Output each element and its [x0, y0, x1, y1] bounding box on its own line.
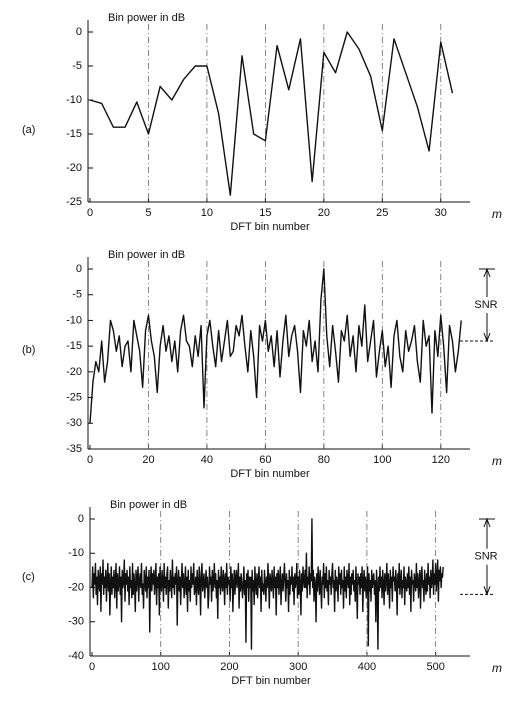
- y-tick-label: -10: [68, 547, 84, 559]
- x-symbol: m: [492, 207, 502, 221]
- x-tick-label: 100: [152, 661, 170, 673]
- y-tick-label: -25: [66, 196, 82, 208]
- y-tick-label: -20: [66, 162, 82, 174]
- y-tick-label: -30: [68, 616, 84, 628]
- panel-label: (b): [22, 344, 35, 356]
- panel-label: (c): [22, 571, 35, 583]
- x-tick-label: 400: [358, 661, 376, 673]
- y-tick-label: -15: [66, 340, 82, 352]
- x-tick-label: 300: [289, 661, 307, 673]
- y-tick-label: -30: [66, 417, 82, 429]
- x-tick-label: 500: [426, 661, 444, 673]
- x-tick-label: 0: [89, 661, 95, 673]
- x-tick-label: 30: [435, 207, 447, 219]
- snr-arrowhead: [483, 267, 491, 343]
- data-line: [91, 518, 444, 650]
- x-axis-title: DFT bin number: [231, 675, 311, 687]
- y-axis-title: Bin power in dB: [108, 12, 185, 24]
- y-tick-label: 0: [76, 26, 82, 38]
- x-tick-label: 100: [373, 454, 391, 466]
- x-tick-label: 60: [259, 454, 271, 466]
- y-tick-label: -20: [68, 581, 84, 593]
- snr-arrowhead: [483, 517, 491, 596]
- x-tick-label: 0: [87, 207, 93, 219]
- y-tick-label: -5: [72, 289, 82, 301]
- y-tick-label: 0: [76, 263, 82, 275]
- y-tick-label: 0: [78, 513, 84, 525]
- panel-label: (a): [22, 124, 35, 136]
- x-tick-label: 200: [220, 661, 238, 673]
- x-tick-label: 10: [201, 207, 213, 219]
- y-axis-title: Bin power in dB: [108, 249, 185, 261]
- y-tick-label: -10: [66, 94, 82, 106]
- x-tick-label: 80: [318, 454, 330, 466]
- y-tick-label: -5: [72, 60, 82, 72]
- snr-label-bg: [471, 297, 501, 313]
- snr-label: SNR: [474, 551, 497, 563]
- y-tick-label: -35: [66, 443, 82, 455]
- y-tick-label: -20: [66, 366, 82, 378]
- y-tick-label: -10: [66, 314, 82, 326]
- y-axis-title: Bin power in dB: [110, 499, 187, 511]
- x-tick-label: 0: [87, 454, 93, 466]
- x-tick-label: 120: [432, 454, 450, 466]
- x-symbol: m: [492, 454, 502, 468]
- x-tick-label: 40: [201, 454, 213, 466]
- x-axis-title: DFT bin number: [230, 221, 310, 233]
- snr-label: SNR: [474, 299, 497, 311]
- data-line: [89, 268, 462, 424]
- snr-label-bg: [471, 548, 501, 565]
- x-tick-label: 25: [376, 207, 388, 219]
- y-tick-label: -25: [66, 391, 82, 403]
- x-tick-label: 15: [259, 207, 271, 219]
- x-tick-label: 5: [145, 207, 151, 219]
- y-tick-label: -40: [68, 650, 84, 662]
- x-symbol: m: [492, 661, 502, 675]
- x-axis-title: DFT bin number: [230, 468, 310, 480]
- x-tick-label: 20: [142, 454, 154, 466]
- y-tick-label: -15: [66, 128, 82, 140]
- x-tick-label: 20: [318, 207, 330, 219]
- data-line: [89, 31, 454, 196]
